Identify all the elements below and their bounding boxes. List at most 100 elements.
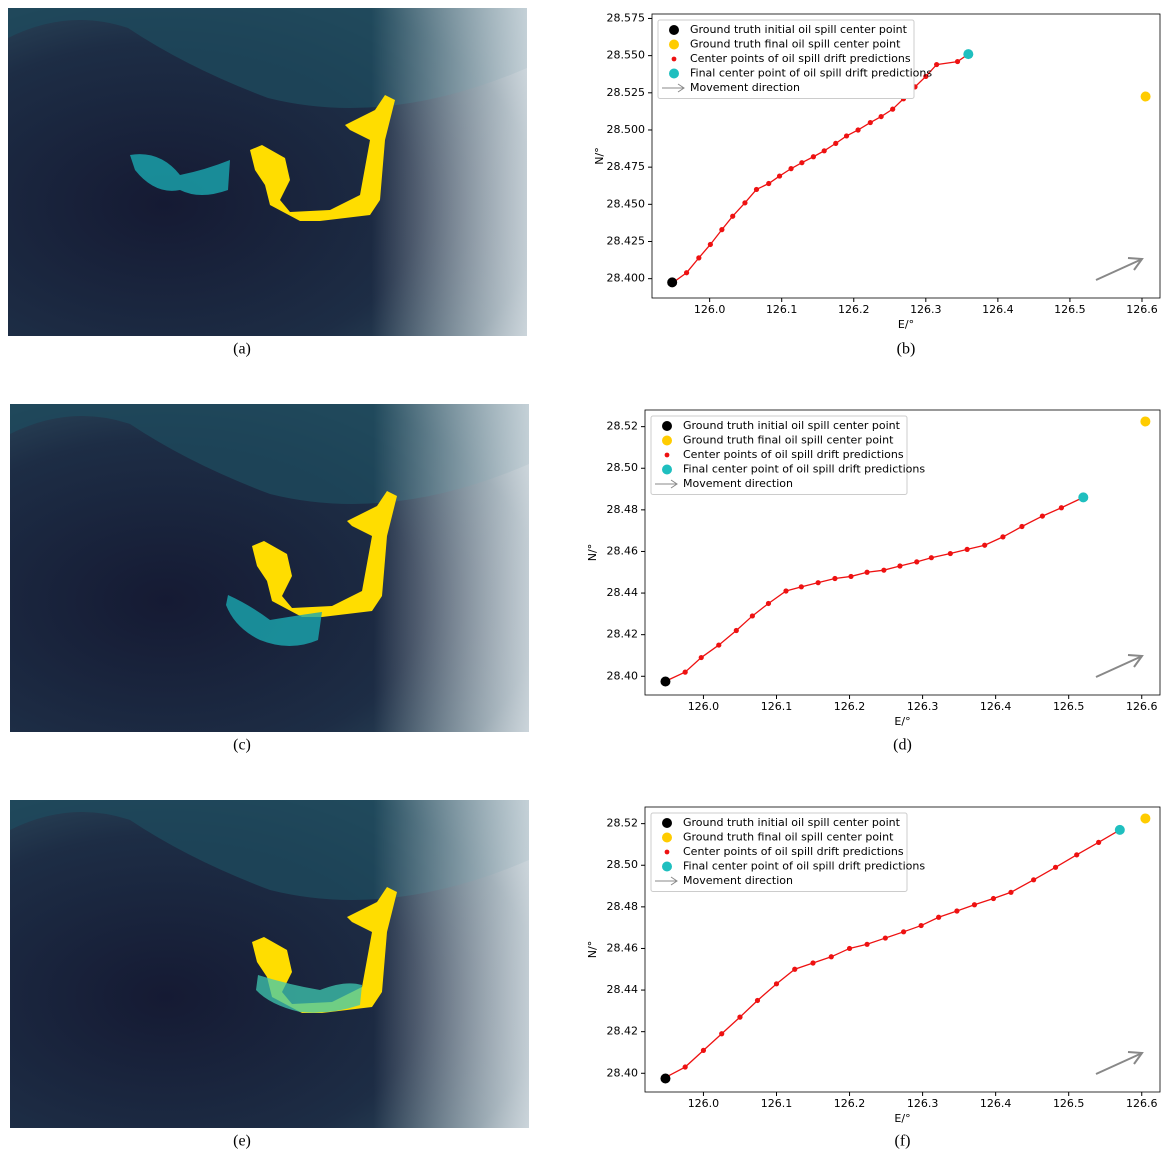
y-tick-label: 28.50 bbox=[607, 461, 639, 474]
chart: 126.0126.1126.2126.3126.4126.5126.628.40… bbox=[586, 807, 1160, 1150]
point bbox=[742, 200, 747, 205]
image-c bbox=[10, 404, 529, 732]
y-tick-label: 28.44 bbox=[607, 983, 639, 996]
y-axis-label: N/° bbox=[586, 544, 599, 561]
point bbox=[897, 563, 902, 568]
legend-marker bbox=[662, 818, 672, 828]
y-tick-label: 28.48 bbox=[607, 900, 639, 913]
point bbox=[868, 120, 873, 125]
point bbox=[730, 214, 735, 219]
point bbox=[1074, 852, 1079, 857]
point bbox=[1031, 877, 1036, 882]
point bbox=[864, 570, 869, 575]
x-tick-label: 126.3 bbox=[910, 303, 942, 316]
legend-label: Ground truth initial oil spill center po… bbox=[683, 419, 901, 432]
image-caption: (a) bbox=[233, 341, 251, 358]
point bbox=[701, 1048, 706, 1053]
movement-arrow bbox=[1096, 1054, 1140, 1074]
point bbox=[864, 942, 869, 947]
point bbox=[847, 946, 852, 951]
y-axis-label: N/° bbox=[593, 147, 606, 164]
point bbox=[766, 601, 771, 606]
x-tick-label: 126.4 bbox=[982, 303, 1014, 316]
point bbox=[982, 543, 987, 548]
y-tick-label: 28.46 bbox=[607, 544, 639, 557]
point bbox=[737, 1015, 742, 1020]
point bbox=[719, 1031, 724, 1036]
movement-arrow bbox=[1096, 657, 1140, 677]
point bbox=[792, 967, 797, 972]
point bbox=[844, 133, 849, 138]
y-tick-label: 28.50 bbox=[607, 858, 639, 871]
point bbox=[719, 227, 724, 232]
x-tick-label: 126.1 bbox=[761, 1097, 793, 1110]
y-tick-label: 28.46 bbox=[607, 941, 639, 954]
point bbox=[754, 187, 759, 192]
point bbox=[716, 642, 721, 647]
point bbox=[1096, 840, 1101, 845]
legend-label: Movement direction bbox=[683, 477, 793, 490]
point bbox=[696, 255, 701, 260]
point bbox=[934, 62, 939, 67]
legend-marker bbox=[662, 421, 672, 431]
marker bbox=[1141, 92, 1151, 102]
point bbox=[965, 547, 970, 552]
x-axis-label: E/° bbox=[894, 715, 910, 728]
x-tick-label: 126.5 bbox=[1053, 700, 1085, 713]
x-tick-label: 126.0 bbox=[688, 1097, 720, 1110]
x-tick-label: 126.4 bbox=[980, 1097, 1012, 1110]
x-tick-label: 126.1 bbox=[766, 303, 798, 316]
point bbox=[881, 568, 886, 573]
marker bbox=[660, 676, 670, 686]
legend-marker bbox=[665, 453, 670, 458]
movement-arrow bbox=[1096, 260, 1140, 280]
y-tick-label: 28.450 bbox=[607, 197, 646, 210]
y-tick-label: 28.525 bbox=[607, 86, 646, 99]
legend-label: Movement direction bbox=[690, 81, 800, 94]
y-tick-label: 28.40 bbox=[607, 669, 639, 682]
legend-label: Final center point of oil spill drift pr… bbox=[683, 860, 925, 873]
point bbox=[848, 574, 853, 579]
marker bbox=[1078, 492, 1088, 502]
legend-label: Ground truth final oil spill center poin… bbox=[690, 38, 901, 51]
legend-marker bbox=[662, 465, 672, 475]
point bbox=[799, 584, 804, 589]
image-caption: (c) bbox=[233, 737, 251, 754]
marker bbox=[660, 1073, 670, 1083]
point bbox=[766, 181, 771, 186]
legend-label: Ground truth final oil spill center poin… bbox=[683, 831, 894, 844]
y-axis-label: N/° bbox=[586, 941, 599, 958]
point bbox=[699, 655, 704, 660]
legend-label: Final center point of oil spill drift pr… bbox=[690, 67, 932, 80]
point bbox=[890, 107, 895, 112]
image-caption: (e) bbox=[233, 1133, 251, 1150]
y-tick-label: 28.425 bbox=[607, 234, 646, 247]
point bbox=[683, 670, 688, 675]
point bbox=[777, 173, 782, 178]
x-tick-label: 126.5 bbox=[1053, 1097, 1085, 1110]
point bbox=[855, 127, 860, 132]
chart-caption: (b) bbox=[897, 341, 916, 358]
marker bbox=[1140, 416, 1150, 426]
chart-caption: (f) bbox=[895, 1133, 911, 1150]
y-tick-label: 28.48 bbox=[607, 503, 639, 516]
y-tick-label: 28.44 bbox=[607, 586, 639, 599]
x-tick-label: 126.3 bbox=[907, 700, 939, 713]
point bbox=[914, 559, 919, 564]
legend-marker bbox=[669, 69, 679, 79]
y-tick-label: 28.575 bbox=[607, 11, 646, 24]
point bbox=[788, 166, 793, 171]
point bbox=[708, 242, 713, 247]
point bbox=[832, 576, 837, 581]
legend-marker bbox=[669, 25, 679, 35]
point bbox=[683, 1064, 688, 1069]
chart: 126.0126.1126.2126.3126.4126.5126.628.40… bbox=[586, 410, 1160, 754]
point bbox=[879, 114, 884, 119]
legend-marker bbox=[669, 40, 679, 50]
point bbox=[1019, 524, 1024, 529]
legend-label: Center points of oil spill drift predict… bbox=[683, 845, 904, 858]
point bbox=[684, 270, 689, 275]
y-tick-label: 28.550 bbox=[607, 49, 646, 62]
y-tick-label: 28.500 bbox=[607, 123, 646, 136]
